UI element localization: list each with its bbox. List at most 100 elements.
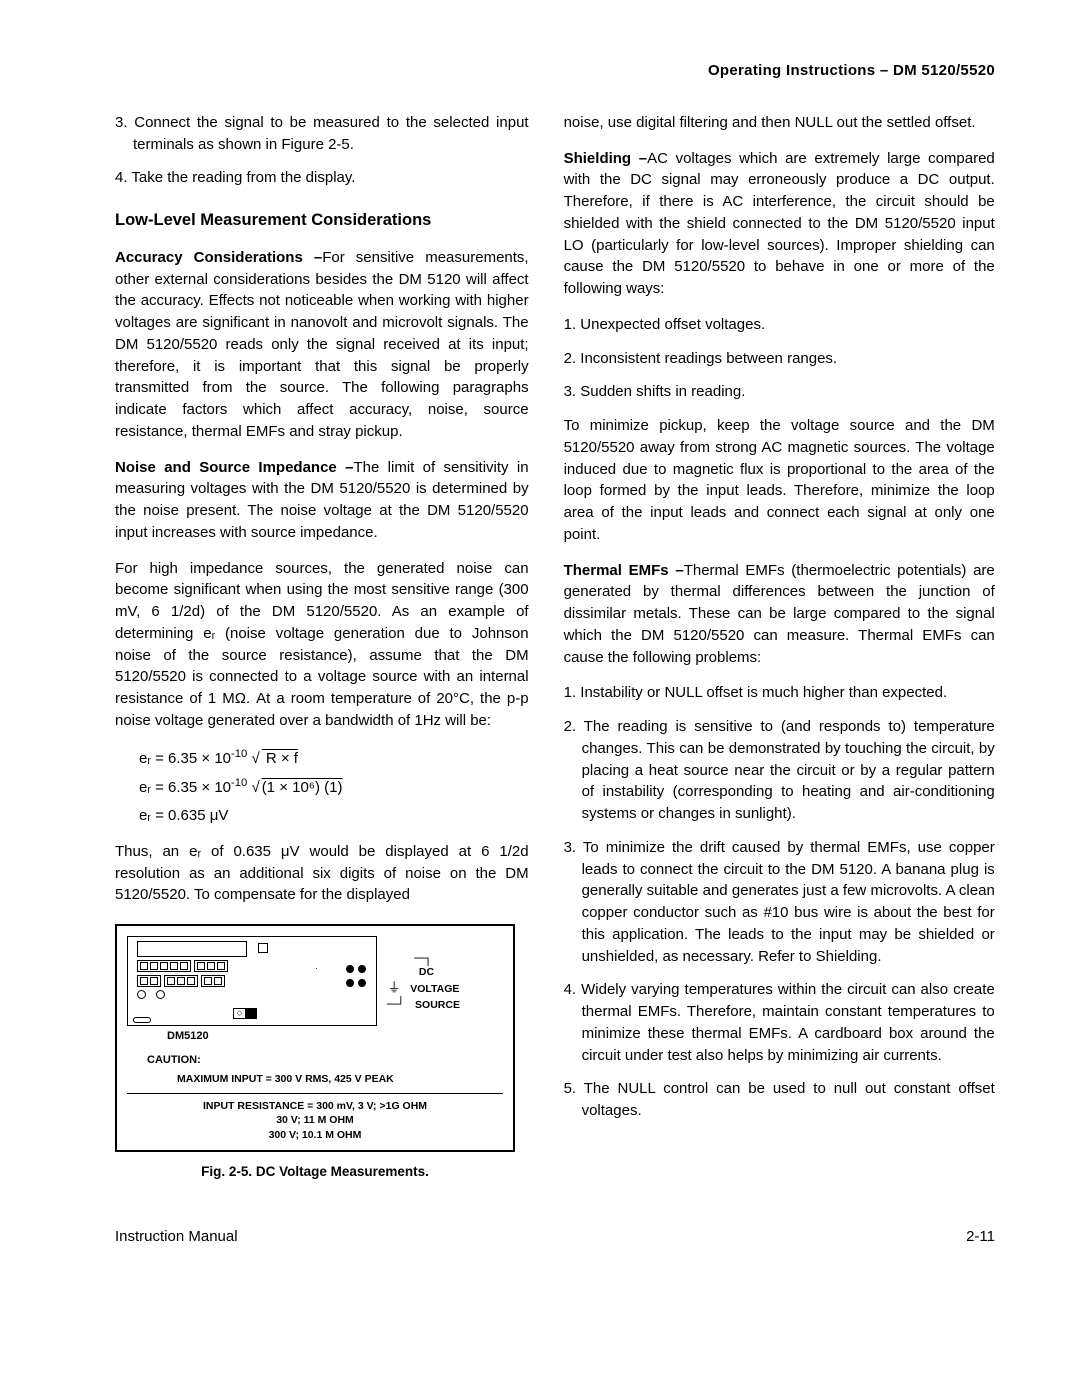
shielding-paragraph: Shielding –AC voltages which are extreme… [564,148,995,300]
section-heading-lowlevel: Low-Level Measurement Considerations [115,209,529,233]
content-columns: 3. Connect the signal to be measured to … [115,112,995,1182]
high-impedance-paragraph: For high impedance sources, the generate… [115,558,529,732]
btn-group-5 [201,975,225,987]
terminal [358,979,366,987]
caution-block: CAUTION: MAXIMUM INPUT = 300 V RMS, 425 … [147,1053,503,1087]
toggle-right [245,1009,256,1018]
caution-title: CAUTION: [147,1053,503,1069]
terminals [346,965,366,987]
panel-btn [180,962,188,970]
footer-left: Instruction Manual [115,1226,238,1248]
term-pair [346,979,366,987]
device-row: · [127,936,503,1026]
thermal-item-4: 4. Widely varying temperatures within th… [564,979,995,1066]
noise-label: Noise and Source Impedance – [115,459,353,476]
terminal [346,965,354,973]
toggle-switch: ◇ [233,1008,257,1019]
thermal-label: Thermal EMFs – [564,562,684,579]
btn-group-2 [194,960,228,972]
thermal-item-1: 1. Instability or NULL offset is much hi… [564,682,995,704]
source-label: SOURCE [415,999,460,1011]
thermal-item-5: 5. The NULL control can be used to null … [564,1078,995,1122]
shield-item-1: 1. Unexpected offset voltages. [564,314,995,336]
panel-btn [214,977,222,985]
btn-group-4 [164,975,198,987]
input-resistance-block: INPUT RESISTANCE = 300 mV, 3 V; >1G OHM … [127,1093,503,1142]
shield-item-2: 2. Inconsistent readings between ranges. [564,348,995,370]
wire-bot: ─┘ SOURCE [387,997,460,1012]
left-column: 3. Connect the signal to be measured to … [115,112,529,1182]
device-panel: · [127,936,377,1026]
eq1-rhs: R × f [260,750,298,767]
thermal-paragraph: Thermal EMFs –Thermal EMFs (thermoelectr… [564,560,995,669]
knob [137,990,146,999]
eq1-exp: -10 [231,748,247,760]
eq1-lhs: eᵣ = 6.35 × 10 [139,750,231,767]
panel-btn [207,962,215,970]
button-row [137,960,372,972]
right-column: noise, use digital filtering and then NU… [564,112,995,1182]
wire-top: ─┐ [387,951,460,965]
device-label: DM5120 [167,1029,503,1045]
figure-caption: Fig. 2-5. DC Voltage Measurements. [115,1162,515,1182]
noise-paragraph: Noise and Source Impedance –The limit of… [115,457,529,544]
panel-btn [187,977,195,985]
btn-group-1 [137,960,191,972]
equation-3: eᵣ = 0.635 μV [115,805,529,827]
eq2-exp: -10 [231,777,247,789]
terminal [346,979,354,987]
panel-btn [167,977,175,985]
accuracy-text: For sensitive measurements, other extern… [115,249,529,440]
voltage-label: VOLTAGE [410,983,459,995]
shielding-text: AC voltages which are extremely large co… [564,150,995,298]
noise-continuation: noise, use digital filtering and then NU… [564,112,995,134]
term-pair [346,965,366,973]
page-footer: Instruction Manual 2-11 [115,1226,995,1248]
equation-2: eᵣ = 6.35 × 10-10 √(1 × 10⁶) (1) [115,775,529,799]
step-4: 4. Take the reading from the display. [115,167,529,189]
input-res-1: INPUT RESISTANCE = 300 mV, 3 V; >1G OHM [127,1099,503,1113]
panel-btn [204,977,212,985]
display-window [137,941,247,957]
equation-block: eᵣ = 6.35 × 10-10 √ R × f eᵣ = 6.35 × 10… [115,746,529,827]
panel-btn [177,977,185,985]
panel-btn [170,962,178,970]
accuracy-paragraph: Accuracy Considerations –For sensitive m… [115,247,529,443]
footer-right: 2-11 [966,1226,995,1248]
thermal-item-2: 2. The reading is sensitive to (and resp… [564,716,995,825]
panel-btn [150,977,158,985]
terminal [358,965,366,973]
toggle-left: ◇ [234,1009,245,1018]
ground-icon: ⏚ VOLTAGE [387,981,460,996]
input-res-3: 300 V; 10.1 M OHM [127,1128,503,1142]
thus-paragraph: Thus, an eᵣ of 0.635 μV would be display… [115,841,529,906]
page-header: Operating Instructions – DM 5120/5520 [115,60,995,82]
small-square [258,943,268,953]
panel-btn [150,962,158,970]
btn-group-3 [137,975,161,987]
shielding-label: Shielding – [564,150,648,167]
minimize-paragraph: To minimize pickup, keep the voltage sou… [564,415,995,546]
step-3: 3. Connect the signal to be measured to … [115,112,529,156]
panel-btn [140,962,148,970]
caution-line: MAXIMUM INPUT = 300 V RMS, 425 V PEAK [177,1072,503,1087]
input-res-2: 30 V; 11 M OHM [127,1113,503,1127]
panel-btn [160,962,168,970]
equation-1: eᵣ = 6.35 × 10-10 √ R × f [115,746,529,770]
knob-row [137,990,372,999]
panel-btn [197,962,205,970]
dc-label: DC [393,967,460,979]
knob [156,990,165,999]
thermal-item-3: 3. To minimize the drift caused by therm… [564,837,995,968]
accuracy-label: Accuracy Considerations – [115,249,322,266]
shield-item-3: 3. Sudden shifts in reading. [564,381,995,403]
lead-dot: · [315,962,318,975]
handle [133,1017,151,1023]
eq2-rhs: (1 × 10⁶) (1) [260,779,343,796]
wire-labels: ─┐ DC ⏚ VOLTAGE ─┘ SOURCE [387,951,460,1012]
panel-btn [217,962,225,970]
figure-box: · [115,924,515,1152]
panel-btn [140,977,148,985]
button-row-2 [137,975,372,987]
eq2-lhs: eᵣ = 6.35 × 10 [139,779,231,796]
